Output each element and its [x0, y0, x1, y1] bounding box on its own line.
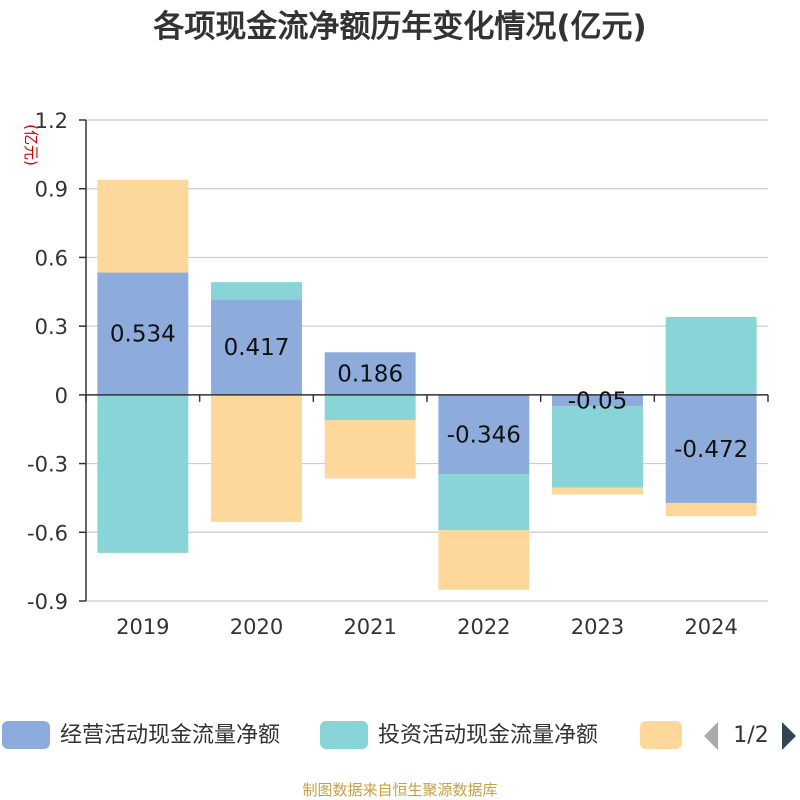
x-tick-label: 2024 — [684, 615, 737, 639]
bar-s2-2020[interactable] — [211, 394, 302, 522]
bar-s0-2020[interactable] — [211, 299, 302, 395]
bar-s0-2022[interactable] — [438, 394, 530, 475]
bar-s1-2020[interactable] — [211, 282, 302, 300]
bar-s2-2019[interactable] — [97, 179, 189, 273]
data-label: 0.186 — [337, 362, 403, 388]
y-tick-label: -0.9 — [27, 590, 68, 614]
bar-s1-2023[interactable] — [552, 406, 643, 488]
y-tick-label: -0.6 — [27, 521, 68, 545]
y-tick-label: -0.3 — [27, 453, 68, 477]
bars — [97, 179, 757, 590]
data-label: 0.417 — [224, 335, 290, 361]
bar-s2-2021[interactable] — [324, 420, 416, 479]
bar-s0-2024[interactable] — [665, 394, 757, 503]
bar-s1-2024[interactable] — [665, 316, 757, 395]
legend-next-page-icon[interactable] — [782, 722, 796, 750]
bar-s0-2019[interactable] — [97, 272, 189, 395]
legend: 经营活动现金流量净额 投资活动现金流量净额 1/2 — [2, 721, 796, 750]
bar-s1-2021[interactable] — [324, 394, 416, 421]
y-unit-label: (亿元) — [22, 124, 40, 166]
bar-s1-2019[interactable] — [97, 394, 189, 553]
data-labels: 0.534 0.417 0.186 -0.346 -0.05 -0.472 — [110, 322, 748, 463]
y-tick-label: 0.3 — [35, 315, 68, 339]
axes — [79, 119, 769, 602]
data-label: -0.346 — [447, 422, 521, 448]
data-label: 0.534 — [110, 322, 176, 348]
x-tick-label: 2023 — [571, 615, 624, 639]
data-label: -0.472 — [674, 437, 748, 463]
x-tick-label: 2021 — [343, 615, 396, 639]
source-note: 制图数据来自恒生聚源数据库 — [302, 781, 497, 799]
legend-label-operating[interactable]: 经营活动现金流量净额 — [60, 723, 280, 748]
x-tick-label: 2022 — [457, 615, 510, 639]
data-label: -0.05 — [568, 389, 628, 415]
bar-s2-2024[interactable] — [665, 502, 757, 517]
legend-prev-page-icon[interactable] — [704, 722, 718, 750]
bar-s2-2023[interactable] — [552, 487, 643, 495]
legend-swatch-investing[interactable] — [320, 721, 368, 749]
y-tick-labels: 1.2 0.9 0.6 0.3 0 -0.3 -0.6 -0.9 — [27, 109, 68, 614]
y-tick-label: 1.2 — [35, 109, 68, 133]
bar-s1-2022[interactable] — [438, 474, 530, 531]
bar-s0-2021[interactable] — [324, 352, 416, 395]
bar-s2-2022[interactable] — [438, 530, 530, 590]
legend-label-investing[interactable]: 投资活动现金流量净额 — [378, 723, 598, 748]
y-tick-label: 0.6 — [35, 246, 68, 270]
x-tick-labels: 2019 2020 2021 2022 2023 2024 — [116, 615, 738, 639]
bar-s0-2023[interactable] — [552, 394, 643, 407]
legend-swatch-third[interactable] — [640, 721, 682, 749]
y-tick-label: 0.9 — [35, 178, 68, 202]
legend-swatch-operating[interactable] — [2, 721, 50, 749]
y-tick-label: 0 — [55, 384, 68, 408]
x-tick-label: 2019 — [116, 615, 169, 639]
chart-title: 各项现金流净额历年变化情况(亿元) — [152, 9, 646, 45]
x-tick-label: 2020 — [230, 615, 283, 639]
legend-pager: 1/2 — [733, 723, 768, 748]
